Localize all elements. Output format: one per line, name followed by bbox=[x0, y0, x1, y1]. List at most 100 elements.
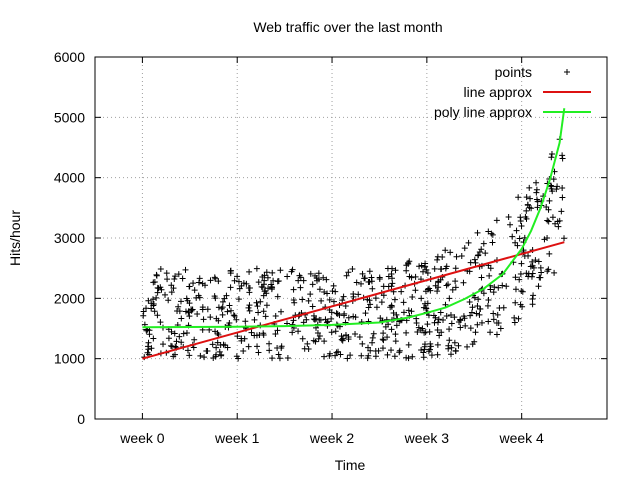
data-point bbox=[148, 305, 155, 312]
data-point bbox=[245, 343, 252, 350]
data-point bbox=[461, 245, 468, 252]
data-point bbox=[472, 329, 479, 336]
data-point bbox=[435, 279, 442, 286]
data-point bbox=[324, 290, 331, 297]
data-point bbox=[497, 325, 504, 332]
data-point bbox=[556, 217, 563, 224]
data-point bbox=[214, 330, 221, 337]
data-point bbox=[278, 308, 285, 315]
data-point bbox=[435, 284, 442, 291]
data-point bbox=[509, 233, 516, 240]
data-point bbox=[338, 333, 345, 340]
data-point bbox=[248, 329, 255, 336]
data-point bbox=[396, 347, 403, 354]
data-point bbox=[499, 282, 506, 289]
data-point bbox=[199, 304, 206, 311]
data-point bbox=[385, 273, 392, 280]
data-point bbox=[332, 352, 339, 359]
x-tick-label: week 3 bbox=[404, 430, 450, 446]
data-point bbox=[206, 326, 213, 333]
data-point bbox=[452, 284, 459, 291]
data-point bbox=[529, 295, 536, 302]
data-point bbox=[400, 299, 407, 306]
data-point bbox=[315, 335, 322, 342]
data-point bbox=[342, 332, 349, 339]
legend-label: points bbox=[495, 64, 532, 80]
data-point bbox=[170, 353, 177, 360]
data-point bbox=[480, 290, 487, 297]
data-point bbox=[442, 247, 449, 254]
data-point bbox=[150, 335, 157, 342]
data-point bbox=[485, 318, 492, 325]
data-point bbox=[436, 332, 443, 339]
data-point bbox=[264, 274, 271, 281]
data-point bbox=[234, 273, 241, 280]
data-point bbox=[448, 344, 455, 351]
data-point bbox=[389, 280, 396, 287]
data-point bbox=[457, 317, 464, 324]
y-tick-label: 0 bbox=[77, 411, 85, 427]
data-point bbox=[432, 314, 439, 321]
data-point bbox=[265, 285, 272, 292]
data-point bbox=[507, 221, 514, 228]
data-point bbox=[180, 330, 187, 337]
data-point bbox=[438, 266, 445, 273]
data-point bbox=[246, 268, 253, 275]
data-point bbox=[405, 341, 412, 348]
data-point bbox=[217, 341, 224, 348]
data-point bbox=[329, 288, 336, 295]
data-point bbox=[359, 270, 366, 277]
data-point bbox=[549, 188, 556, 195]
data-point bbox=[517, 301, 524, 308]
data-point bbox=[417, 327, 424, 334]
data-point bbox=[163, 270, 170, 277]
data-point bbox=[409, 294, 416, 301]
data-point bbox=[477, 306, 484, 313]
data-point bbox=[368, 274, 375, 281]
data-point bbox=[151, 278, 158, 285]
data-point bbox=[446, 295, 453, 302]
data-point bbox=[403, 267, 410, 274]
data-point bbox=[388, 275, 395, 282]
data-point bbox=[328, 329, 335, 336]
data-point bbox=[529, 301, 536, 308]
data-point bbox=[392, 267, 399, 274]
data-point bbox=[559, 152, 566, 159]
data-point bbox=[140, 308, 147, 315]
data-point bbox=[561, 235, 568, 242]
data-point bbox=[236, 285, 243, 292]
data-point bbox=[145, 346, 152, 353]
data-point bbox=[388, 326, 395, 333]
data-point bbox=[201, 354, 208, 361]
data-point bbox=[420, 349, 427, 356]
data-point bbox=[334, 310, 341, 317]
data-point bbox=[196, 275, 203, 282]
data-point bbox=[358, 280, 365, 287]
data-point bbox=[211, 274, 218, 281]
data-point bbox=[145, 339, 152, 346]
data-point bbox=[233, 316, 240, 323]
data-point bbox=[487, 265, 494, 272]
data-point bbox=[512, 286, 519, 293]
data-point bbox=[300, 277, 307, 284]
data-point bbox=[307, 270, 314, 277]
data-point bbox=[533, 196, 540, 203]
data-point bbox=[559, 185, 566, 192]
data-point bbox=[405, 355, 412, 362]
data-point bbox=[391, 296, 398, 303]
data-point bbox=[535, 258, 542, 265]
data-point bbox=[469, 341, 476, 348]
data-point bbox=[219, 298, 226, 305]
data-point bbox=[379, 336, 386, 343]
data-point bbox=[221, 295, 228, 302]
data-point bbox=[150, 296, 157, 303]
data-point bbox=[246, 307, 253, 314]
data-point bbox=[518, 223, 525, 230]
data-point bbox=[408, 274, 415, 281]
data-point bbox=[259, 284, 266, 291]
data-point bbox=[297, 284, 304, 291]
data-point bbox=[445, 281, 452, 288]
data-point bbox=[476, 311, 483, 318]
data-point bbox=[480, 240, 487, 247]
